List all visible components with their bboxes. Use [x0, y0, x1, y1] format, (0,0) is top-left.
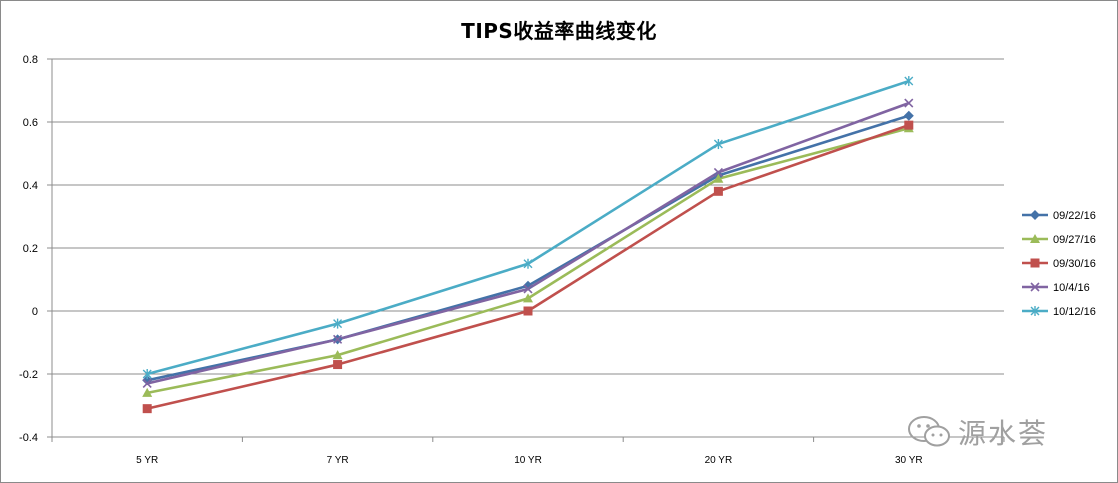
legend-label: 09/30/16 [1053, 258, 1096, 270]
data-point [904, 98, 914, 108]
data-point [904, 120, 914, 130]
legend-label: 10/12/16 [1053, 306, 1096, 318]
data-point [333, 360, 343, 370]
legend-marker [1030, 210, 1040, 220]
data-point [713, 167, 723, 177]
data-point [713, 173, 724, 183]
y-tick-label: 0 [32, 306, 38, 318]
data-point [903, 110, 914, 121]
y-tick-label: -0.4 [19, 432, 38, 444]
x-tick-label: 20 YR [705, 455, 733, 466]
data-point [333, 334, 343, 344]
y-tick-label: 0.2 [23, 243, 38, 255]
data-point [142, 369, 152, 379]
y-tick-label: 0.4 [23, 180, 38, 192]
legend-label: 09/22/16 [1053, 210, 1096, 222]
chart-title: TIPS收益率曲线变化 [461, 19, 657, 43]
series-line-3 [146, 101, 910, 385]
data-point [523, 284, 533, 294]
data-point [142, 387, 153, 397]
data-point [904, 76, 914, 87]
data-point [523, 293, 533, 303]
data-point [713, 186, 723, 196]
x-tick-label: 30 YR [895, 455, 923, 466]
data-point [523, 280, 533, 291]
series-line-4 [146, 79, 910, 376]
y-tick-label: 0.8 [23, 54, 38, 66]
data-point [142, 378, 152, 389]
wechat-icon [908, 416, 950, 447]
data-point [523, 258, 533, 269]
data-point [523, 306, 533, 316]
y-tick-label: -0.2 [19, 369, 38, 381]
data-point [713, 139, 723, 150]
legend-marker [1030, 282, 1040, 292]
legend-marker [1030, 306, 1040, 316]
legend-marker [1030, 234, 1040, 243]
data-point [332, 350, 343, 360]
x-tick-label: 10 YR [514, 455, 542, 466]
x-tick-label: 7 YR [327, 455, 349, 466]
data-point [142, 375, 153, 386]
y-tick-label: 0.6 [23, 117, 38, 129]
legend-label: 09/27/16 [1053, 234, 1096, 246]
watermark: 源水荟 [906, 412, 1048, 452]
data-point [142, 404, 152, 414]
watermark-text: 源水荟 [958, 417, 1049, 450]
legend-label: 10/4/16 [1053, 282, 1090, 294]
data-point [333, 318, 343, 329]
legend-marker [1030, 258, 1040, 268]
x-tick-label: 5 YR [136, 455, 158, 466]
